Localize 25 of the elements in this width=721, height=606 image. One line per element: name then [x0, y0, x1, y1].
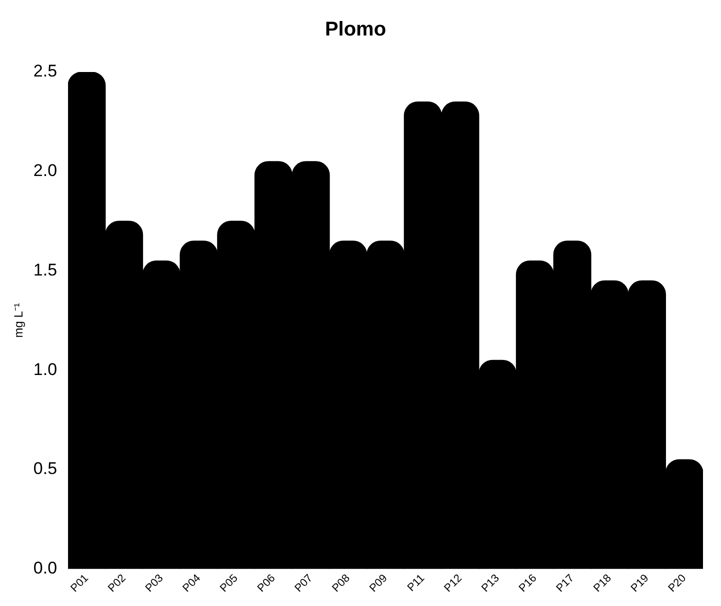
x-tick-label: P12: [442, 572, 464, 595]
x-tick-label: P18: [592, 572, 614, 595]
y-tick-label: 1.0: [33, 360, 58, 379]
x-tick-label: P08: [330, 572, 352, 595]
x-tick-label: P05: [218, 572, 240, 595]
x-tick-label: P07: [292, 572, 316, 595]
x-tick-label: P17: [554, 572, 577, 595]
x-tick-label: P16: [516, 572, 540, 595]
x-tick-label: P13: [480, 572, 502, 595]
x-tick-label: P04: [180, 572, 204, 595]
y-tick-label: 2.0: [33, 161, 58, 180]
y-tick-label: 2.5: [33, 62, 58, 81]
x-tick-label: P06: [255, 572, 278, 595]
chart-title: Plomo: [324, 18, 386, 41]
x-tick-label: P01: [68, 572, 91, 595]
x-tick-label: P19: [628, 572, 652, 595]
y-tick-label: 0.5: [33, 459, 58, 478]
x-tick-label: P03: [143, 572, 166, 595]
x-tick-label: P09: [367, 572, 390, 595]
x-tick-label: P02: [106, 572, 128, 595]
x-tick-label: P20: [666, 572, 689, 595]
y-tick-label: 1.5: [33, 260, 58, 280]
y-axis-title: mg L⁻¹: [12, 303, 26, 338]
y-tick-label: 0.0: [33, 558, 58, 578]
x-tick-label: P11: [405, 572, 428, 594]
